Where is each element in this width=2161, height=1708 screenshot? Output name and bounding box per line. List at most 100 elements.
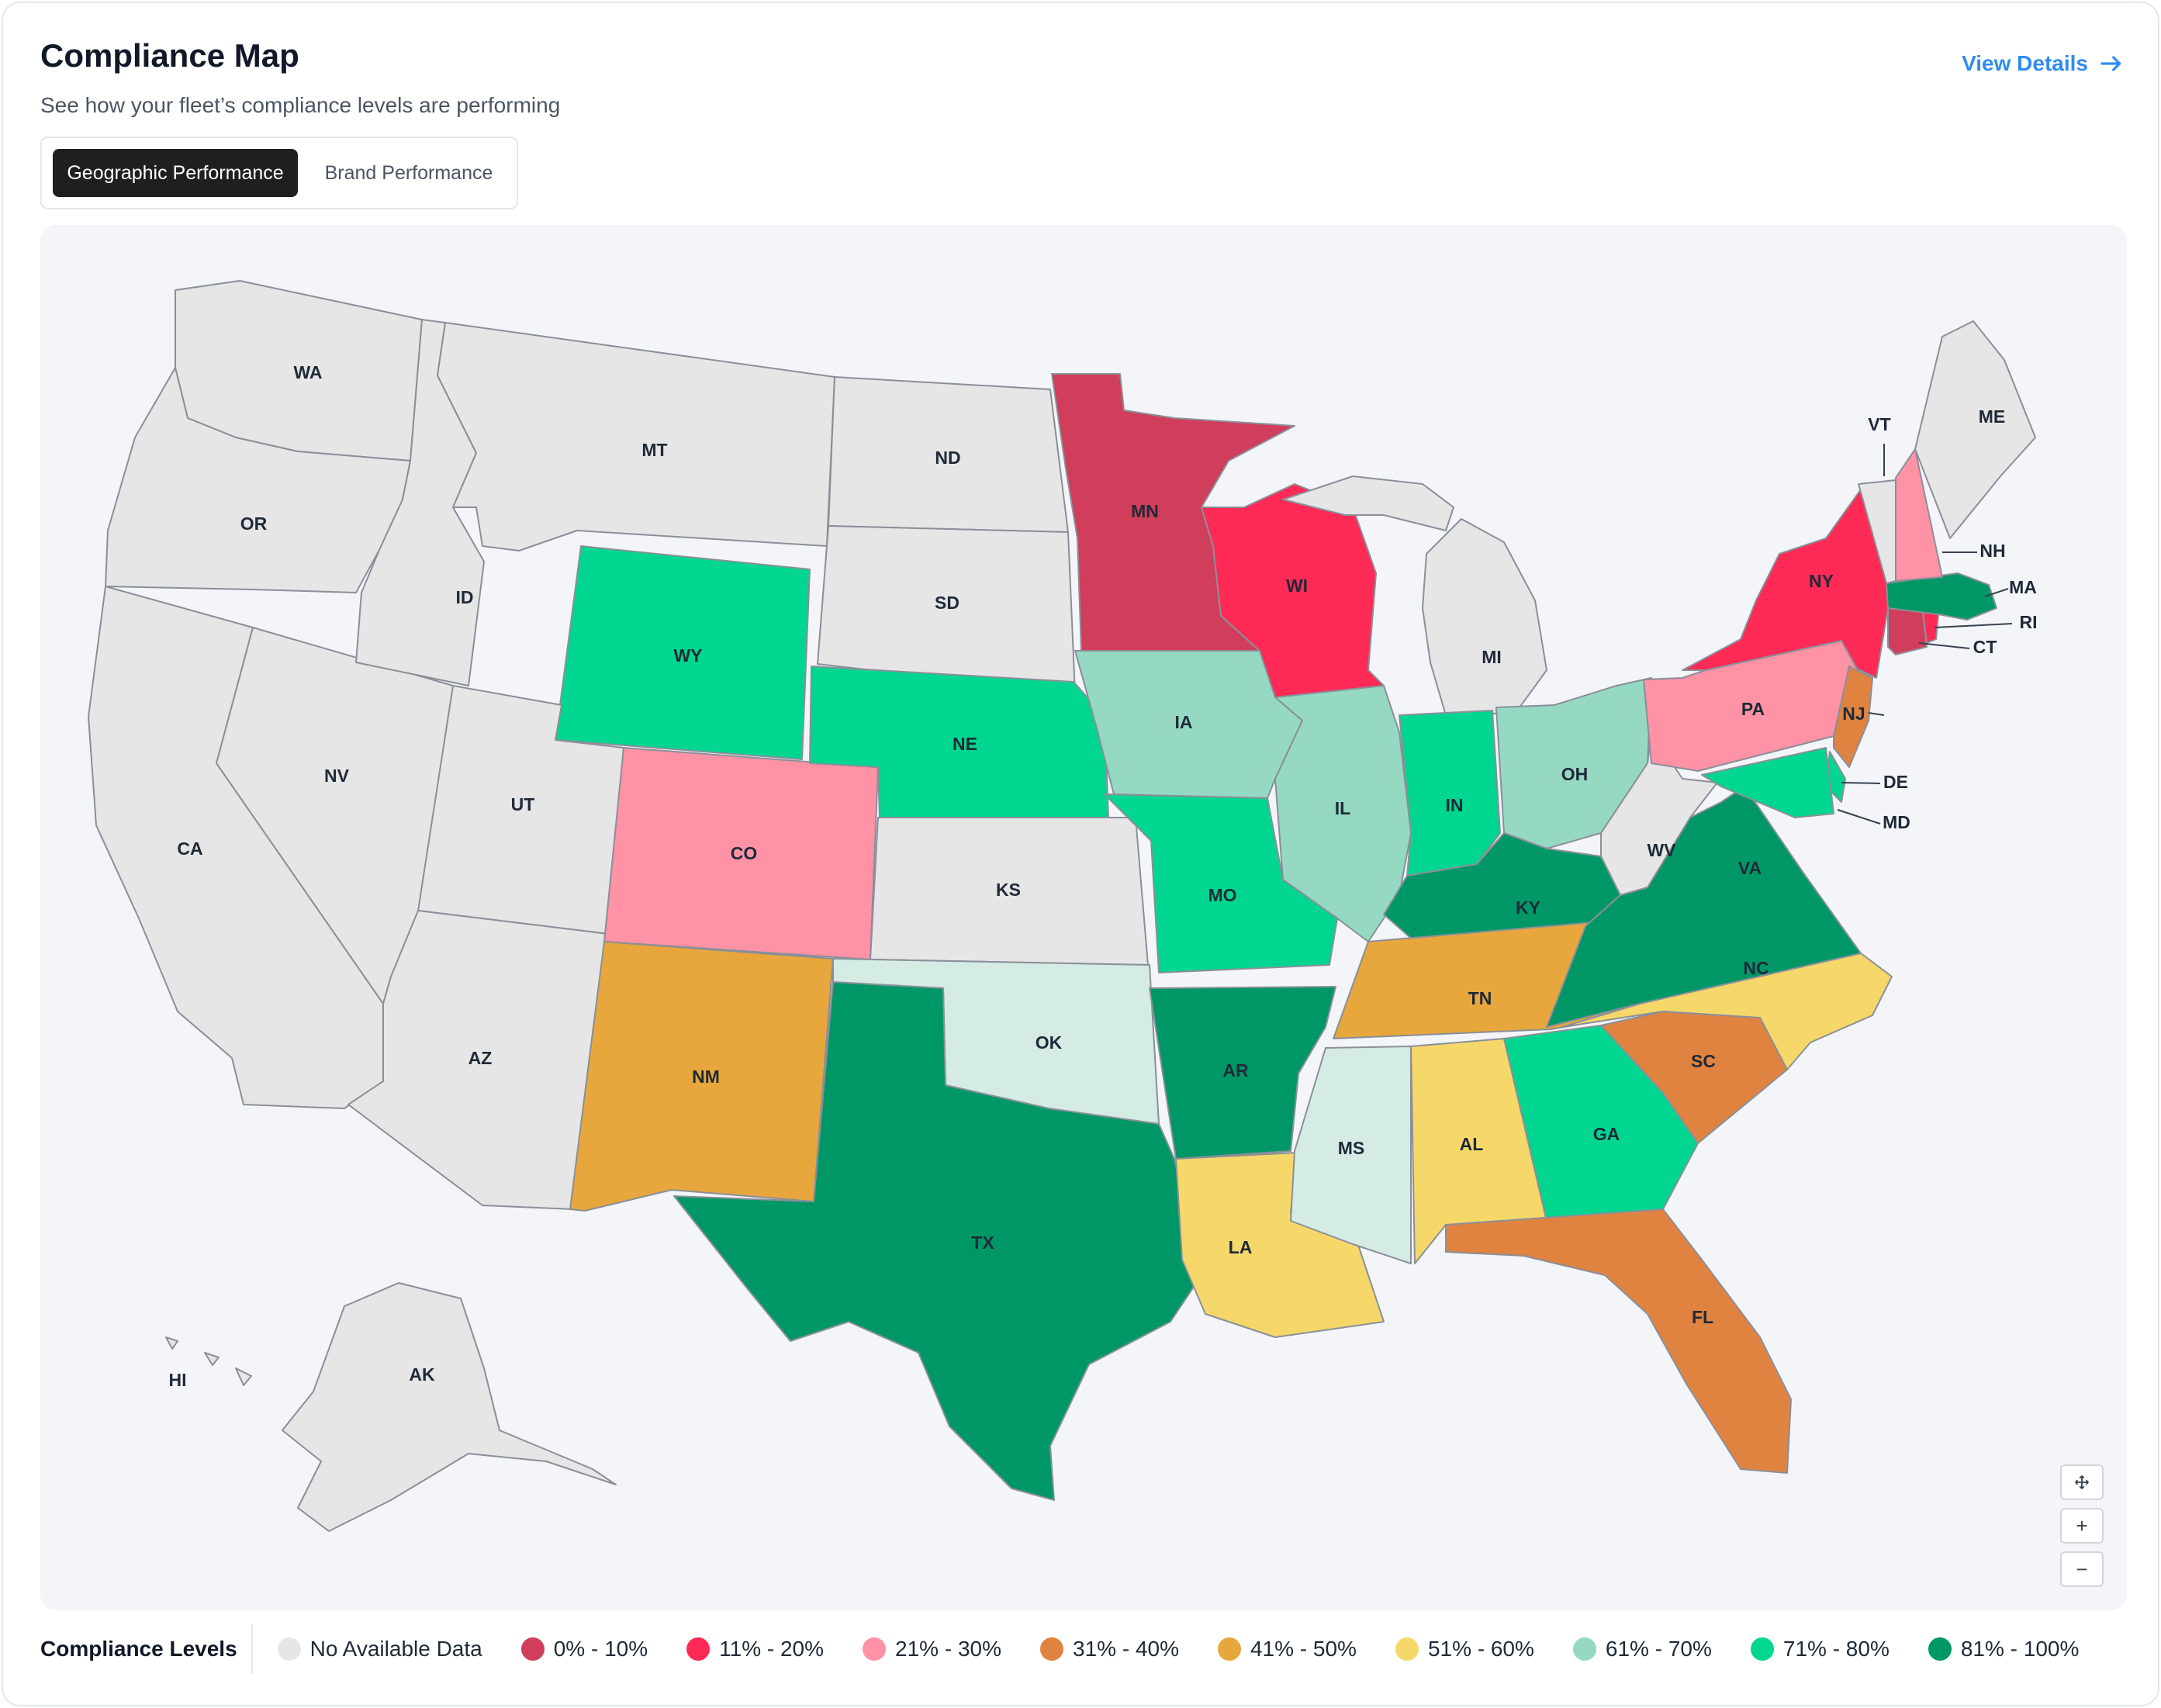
state-label-tn: TN bbox=[1468, 988, 1492, 1008]
state-mo[interactable] bbox=[1104, 793, 1338, 973]
state-label-ny: NY bbox=[1809, 571, 1834, 591]
state-label-mt: MT bbox=[641, 440, 667, 460]
legend-label: 81% - 100% bbox=[1960, 1637, 2080, 1661]
state-label-la: LA bbox=[1229, 1237, 1253, 1257]
state-label-ut: UT bbox=[511, 794, 535, 814]
legend-label: 0% - 10% bbox=[553, 1637, 648, 1661]
state-label-al: AL bbox=[1460, 1134, 1484, 1154]
state-label-ri: RI bbox=[2020, 612, 2038, 632]
state-label-hi: HI bbox=[169, 1370, 187, 1390]
legend-color-dot bbox=[686, 1637, 711, 1661]
us-map[interactable]: WA OR CA NV ID MT WY UT AZ CO NM ND SD NE KS OK TX MN IA MO… bbox=[40, 225, 2127, 1610]
legend-color-dot bbox=[1572, 1637, 1596, 1661]
state-label-va: VA bbox=[1738, 858, 1762, 878]
move-icon bbox=[2075, 1475, 2089, 1489]
state-label-nh: NH bbox=[1979, 541, 2005, 561]
state-mi[interactable] bbox=[1282, 475, 1547, 716]
view-details-link[interactable]: View Details bbox=[1962, 51, 2124, 76]
state-label-il: IL bbox=[1335, 798, 1350, 818]
state-label-mi: MI bbox=[1482, 647, 1502, 667]
state-hi[interactable] bbox=[165, 1336, 252, 1386]
state-ak[interactable] bbox=[282, 1282, 617, 1532]
state-label-id: ID bbox=[456, 587, 474, 607]
state-label-ma: MA bbox=[2009, 577, 2037, 597]
legend-item: No Available Data bbox=[277, 1637, 482, 1661]
state-label-nd: ND bbox=[935, 448, 960, 468]
state-label-ca: CA bbox=[177, 838, 202, 859]
legend-label: 31% - 40% bbox=[1073, 1637, 1179, 1661]
page-title: Compliance Map bbox=[40, 37, 299, 74]
state-label-wa: WA bbox=[293, 362, 322, 382]
legend-label: No Available Data bbox=[309, 1637, 482, 1661]
state-label-nj: NJ bbox=[1842, 704, 1865, 724]
state-mt[interactable] bbox=[437, 322, 835, 551]
state-label-ne: NE bbox=[953, 734, 977, 754]
state-label-ky: KY bbox=[1516, 897, 1540, 918]
state-label-vt: VT bbox=[1868, 414, 1890, 434]
leader-line-ma bbox=[1984, 588, 2009, 597]
legend-color-dot bbox=[520, 1637, 545, 1661]
state-wv[interactable] bbox=[1600, 731, 1718, 896]
page-subtitle: See how your fleet’s compliance levels a… bbox=[40, 93, 561, 117]
legend-item: 41% - 50% bbox=[1217, 1637, 1357, 1661]
state-label-pa: PA bbox=[1741, 699, 1765, 719]
map-reset-button[interactable] bbox=[2060, 1464, 2104, 1500]
state-me[interactable] bbox=[1914, 320, 2036, 539]
zoom-out-button[interactable]: − bbox=[2060, 1551, 2104, 1587]
state-label-fl: FL bbox=[1692, 1307, 1713, 1327]
legend-item: 31% - 40% bbox=[1040, 1637, 1179, 1661]
state-label-or: OR bbox=[240, 513, 268, 534]
state-wy[interactable] bbox=[555, 545, 811, 760]
arrow-right-icon bbox=[2100, 56, 2121, 71]
state-label-sc: SC bbox=[1691, 1051, 1716, 1071]
state-in[interactable] bbox=[1399, 710, 1501, 876]
state-label-me: ME bbox=[1979, 406, 2006, 427]
state-ny[interactable] bbox=[1682, 483, 1889, 679]
legend-item: 51% - 60% bbox=[1395, 1637, 1534, 1661]
leader-line-md bbox=[1837, 809, 1881, 825]
legend-title: Compliance Levels bbox=[40, 1637, 237, 1661]
state-label-wv: WV bbox=[1647, 840, 1676, 860]
state-label-ia: IA bbox=[1175, 712, 1193, 732]
tab-brand-performance[interactable]: Brand Performance bbox=[324, 161, 493, 184]
legend-color-dot bbox=[1928, 1637, 1952, 1661]
legend-color-dot bbox=[1395, 1637, 1419, 1661]
legend-item: 61% - 70% bbox=[1572, 1637, 1712, 1661]
legend-label: 11% - 20% bbox=[719, 1637, 825, 1661]
state-wi[interactable] bbox=[1201, 483, 1385, 698]
legend-item: 21% - 30% bbox=[863, 1637, 1001, 1661]
state-fl[interactable] bbox=[1445, 1208, 1792, 1474]
state-label-nm: NM bbox=[692, 1067, 720, 1087]
state-label-ok: OK bbox=[1036, 1032, 1063, 1053]
leader-line-ct bbox=[1918, 642, 1970, 649]
legend-color-dot bbox=[1040, 1637, 1063, 1661]
state-nh[interactable] bbox=[1895, 448, 1943, 582]
state-md[interactable] bbox=[1701, 747, 1834, 818]
legend: Compliance Levels No Available Data 0% - … bbox=[40, 1624, 2118, 1674]
state-tx[interactable] bbox=[673, 981, 1202, 1501]
tab-geographic-performance[interactable]: Geographic Performance bbox=[53, 149, 298, 197]
state-label-de: DE bbox=[1883, 772, 1908, 792]
state-label-nc: NC bbox=[1743, 958, 1769, 978]
legend-divider bbox=[251, 1624, 253, 1674]
zoom-in-button[interactable]: + bbox=[2060, 1508, 2104, 1544]
state-label-ms: MS bbox=[1338, 1138, 1365, 1158]
state-label-tx: TX bbox=[971, 1233, 994, 1253]
state-label-ct: CT bbox=[1973, 637, 1997, 657]
state-label-nv: NV bbox=[324, 766, 350, 786]
state-ct[interactable] bbox=[1887, 607, 1928, 655]
legend-color-dot bbox=[863, 1637, 887, 1661]
state-nj[interactable] bbox=[1833, 666, 1873, 768]
map-panel: WA OR CA NV ID MT WY UT AZ CO NM ND SD NE KS OK TX MN IA MO… bbox=[40, 225, 2127, 1610]
state-label-wy: WY bbox=[673, 645, 702, 666]
legend-item: 71% - 80% bbox=[1750, 1637, 1890, 1661]
legend-label: 71% - 80% bbox=[1782, 1637, 1890, 1661]
state-label-ga: GA bbox=[1593, 1124, 1620, 1144]
state-label-mo: MO bbox=[1208, 885, 1236, 905]
state-label-ks: KS bbox=[996, 880, 1021, 900]
legend-label: 61% - 70% bbox=[1605, 1637, 1712, 1661]
state-ma[interactable] bbox=[1886, 572, 1997, 621]
legend-label: 21% - 30% bbox=[895, 1637, 1001, 1661]
state-label-ar: AR bbox=[1222, 1060, 1249, 1080]
